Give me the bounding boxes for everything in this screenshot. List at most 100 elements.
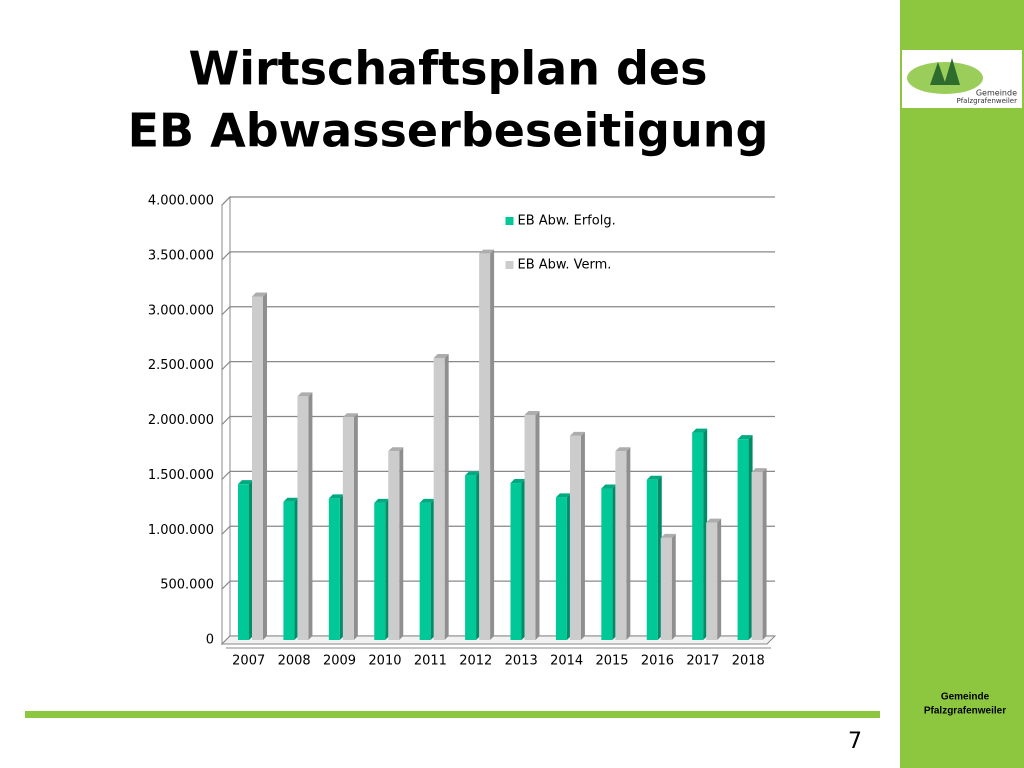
- logo-tree: [944, 58, 960, 85]
- bar: [706, 522, 718, 640]
- logo-hill: [907, 62, 983, 94]
- bar: [751, 472, 763, 640]
- x-tick-label: 2012: [459, 654, 492, 669]
- grid-line: [221, 196, 775, 206]
- grid-line: [221, 580, 775, 590]
- y-tick-label: 0: [206, 633, 214, 648]
- x-tick-label: 2016: [641, 654, 674, 669]
- bar-top: [737, 435, 753, 440]
- bar-top: [479, 249, 495, 254]
- grid-line: [221, 361, 775, 371]
- bar-side: [263, 292, 267, 640]
- x-tick-label: 2008: [278, 654, 311, 669]
- bar-side: [580, 431, 585, 640]
- bar: [479, 253, 491, 640]
- bar: [569, 435, 581, 640]
- bar-top: [283, 497, 299, 502]
- bar: [433, 357, 445, 640]
- bar-top: [433, 353, 449, 358]
- grid-line: [221, 525, 775, 535]
- x-tick-label: 2017: [686, 654, 719, 669]
- logo-tree: [930, 62, 946, 85]
- bar-top: [555, 493, 571, 498]
- bar-top: [524, 411, 540, 416]
- x-tick-label: 2018: [732, 654, 765, 669]
- bar-top: [297, 392, 313, 397]
- bar: [374, 502, 386, 640]
- page-number: 7: [848, 729, 862, 754]
- bar: [465, 475, 477, 640]
- legend-label: EB Abw. Verm.: [518, 258, 612, 273]
- bar: [737, 439, 749, 640]
- bar: [660, 537, 672, 640]
- x-tick-label: 2015: [595, 654, 628, 669]
- bar: [601, 488, 613, 640]
- bar-top: [510, 479, 526, 484]
- bar-top: [465, 471, 481, 476]
- bar-top: [388, 447, 404, 452]
- bar-top: [328, 494, 344, 499]
- logo-text: Gemeinde: [976, 89, 1017, 98]
- y-tick-label: 4.000.000: [148, 194, 214, 209]
- bar-top: [646, 475, 662, 480]
- legend-label: EB Abw. Erfolg.: [518, 214, 616, 229]
- bar: [252, 296, 263, 640]
- bar-side: [353, 413, 358, 640]
- y-tick-label: 3.500.000: [148, 248, 214, 263]
- bar: [388, 451, 400, 640]
- title: Wirtschaftsplan des: [188, 42, 707, 96]
- bar-side: [671, 533, 676, 640]
- footer-text: Pfalzgrafenweiler: [924, 706, 1006, 717]
- bar-top: [419, 498, 435, 503]
- y-tick-label: 2.000.000: [148, 413, 214, 428]
- title: EB Abwasserbeseitigung: [128, 104, 769, 158]
- bar: [524, 415, 536, 640]
- footer-rule: [25, 711, 880, 718]
- bar-side: [399, 447, 404, 640]
- sidebar: [900, 0, 1024, 768]
- bar-side: [762, 468, 767, 640]
- bar-top: [601, 484, 617, 489]
- bar: [555, 497, 567, 640]
- bar: [342, 417, 354, 640]
- bar: [692, 432, 704, 640]
- bar: [615, 451, 627, 640]
- grid-line: [221, 306, 775, 316]
- bar-side: [444, 353, 449, 640]
- y-tick-label: 3.000.000: [148, 303, 214, 318]
- logo-text: Pfalzgrafenweiler: [956, 97, 1017, 105]
- bar: [283, 501, 295, 640]
- y-tick-label: 500.000: [160, 578, 214, 593]
- legend-swatch: [505, 261, 514, 269]
- bar-side: [626, 447, 631, 640]
- bar-side: [717, 518, 722, 640]
- bar: [419, 502, 431, 640]
- x-tick-label: 2011: [414, 654, 447, 669]
- x-tick-label: 2010: [368, 654, 401, 669]
- bar-top: [751, 468, 767, 473]
- bar: [238, 484, 249, 640]
- bar-top: [252, 292, 267, 297]
- bar-top: [692, 428, 708, 433]
- x-tick-label: 2013: [505, 654, 538, 669]
- bar-top: [374, 498, 390, 503]
- y-tick-label: 1.000.000: [148, 523, 214, 538]
- bar-top: [615, 447, 631, 452]
- grid-line: [221, 251, 775, 261]
- y-tick-label: 1.500.000: [148, 468, 214, 483]
- x-tick-label: 2007: [232, 654, 265, 669]
- bar-top: [660, 533, 676, 538]
- bar: [646, 479, 658, 640]
- bar-side: [308, 392, 313, 640]
- bar-top: [342, 413, 358, 418]
- bar-top: [706, 518, 722, 523]
- bar: [510, 483, 522, 640]
- legend-swatch: [505, 217, 514, 225]
- bar-side: [490, 249, 495, 640]
- bar-top: [569, 431, 585, 436]
- bar-top: [238, 480, 253, 485]
- bar: [328, 498, 340, 640]
- x-tick-label: 2009: [323, 654, 356, 669]
- footer-text: Gemeinde: [941, 692, 990, 703]
